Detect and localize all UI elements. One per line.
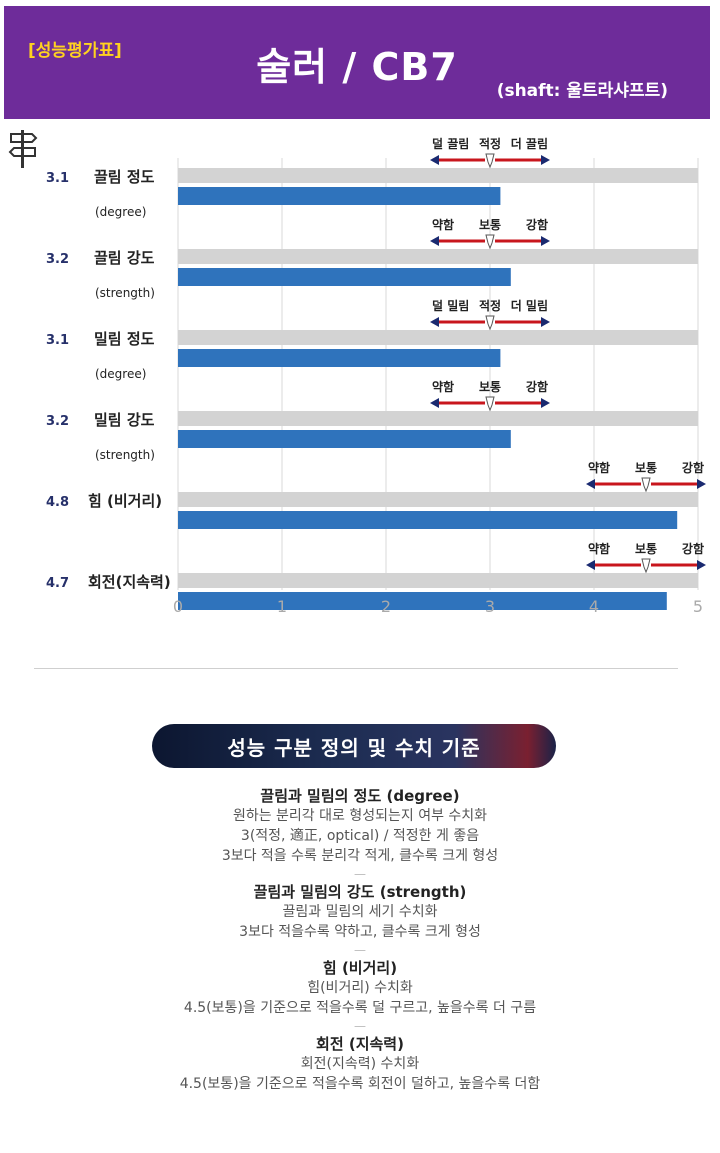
value-label: 4.7 <box>46 576 69 591</box>
arrow-head-right-icon <box>541 398 550 408</box>
arrow-head-left-icon <box>430 155 439 165</box>
value-bar <box>178 430 511 448</box>
value-label: 3.1 <box>46 333 69 348</box>
guide-label-high: 강함 <box>526 217 548 232</box>
track-bar <box>178 573 698 588</box>
arrow-head-left-icon <box>430 398 439 408</box>
definition-title: 끌림과 밀림의 정도 (degree) <box>260 787 460 805</box>
value-bar <box>178 187 501 205</box>
header-tag: [성능평가표] <box>28 41 122 61</box>
definition-title: 회전 (지속력) <box>316 1035 404 1053</box>
definition-line: 3보다 적을수록 약하고, 클수록 크게 형성 <box>239 924 481 940</box>
track-bar <box>178 492 698 507</box>
guide-label-mid: 적정 <box>479 136 501 151</box>
row-name: 밀림 강도 <box>94 411 155 429</box>
performance-chart: 3.1 끌림 정도 (degree) 덜 끌림 적정 더 끌림 3.2 끌림 강도 (stren… <box>0 120 720 640</box>
header-banner: [성능평가표] 술러 / CB7 (shaft: 울트라샤프트) <box>4 6 710 119</box>
definition-line: 회전(지속력) 수치화 <box>300 1056 420 1072</box>
definition-title: 힘 (비거리) <box>322 959 398 977</box>
definition-separator: — <box>354 943 366 957</box>
arrow-head-right-icon <box>541 155 550 165</box>
definitions: 끌림과 밀림의 정도 (degree) 원하는 분리각 대로 형성되는지 여부 … <box>0 786 720 1094</box>
header-subtitle: (shaft: 울트라샤프트) <box>496 81 668 101</box>
arrow-head-right-icon <box>541 317 550 327</box>
pin-icon <box>485 315 495 331</box>
page-title: 술러 / CB7 <box>256 45 458 89</box>
pin-icon <box>485 396 495 412</box>
value-bar <box>178 592 667 610</box>
arrow-head-left-icon <box>430 317 439 327</box>
value-label: 4.8 <box>46 495 69 510</box>
row-sub-label: (strength) <box>95 448 155 462</box>
value-bar <box>178 268 511 286</box>
definition-banner: 성능 구분 정의 및 수치 기준 <box>152 724 556 768</box>
guide-label-low: 약함 <box>432 217 454 232</box>
track-bar <box>178 411 698 426</box>
arrow-head-left-icon <box>586 479 595 489</box>
bar-chart: 3.1 끌림 정도(degree)덜 끌림 적정 더 끌림3.2 끌림 강도(stren… <box>46 136 706 616</box>
signpost-icon <box>8 130 38 168</box>
pin-icon <box>641 477 651 493</box>
track-bar <box>178 330 698 345</box>
value-bar <box>178 349 501 367</box>
definition-separator: — <box>354 867 366 881</box>
guide-label-low: 약함 <box>588 541 610 556</box>
arrow-head-left-icon <box>430 236 439 246</box>
row-name: 밀림 정도 <box>94 330 155 348</box>
guide-label-low: 덜 끌림 <box>432 137 469 151</box>
arrow-head-right-icon <box>541 236 550 246</box>
arrow-head-right-icon <box>697 479 706 489</box>
guide-label-low: 약함 <box>432 379 454 394</box>
guide-label-low: 덜 밀림 <box>432 299 469 313</box>
definition-line: 힘(비거리) 수치화 <box>307 980 413 996</box>
guide-label-mid: 보통 <box>479 379 501 394</box>
guide-label-high: 강함 <box>526 379 548 394</box>
x-tick-label: 1 <box>277 597 287 616</box>
section-divider <box>34 668 678 669</box>
pin-icon <box>641 558 651 574</box>
arrow-head-right-icon <box>697 560 706 570</box>
guide-label-mid: 보통 <box>479 217 501 232</box>
x-tick-label: 5 <box>693 597 703 616</box>
arrow-head-left-icon <box>586 560 595 570</box>
value-bar <box>178 511 678 529</box>
guide-label-low: 약함 <box>588 460 610 475</box>
definition-line: 4.5(보통)을 기준으로 적을수록 덜 구르고, 높을수록 더 구름 <box>183 1000 537 1016</box>
x-tick-label: 3 <box>485 597 495 616</box>
row-name: 힘 (비거리) <box>88 492 162 510</box>
definition-line: 4.5(보통)을 기준으로 적을수록 회전이 덜하고, 높을수록 더함 <box>179 1076 541 1092</box>
x-tick-label: 4 <box>589 597 599 616</box>
row-sub-label: (strength) <box>95 286 155 300</box>
guide-label-high: 더 끌림 <box>511 136 548 151</box>
definition-title: 끌림과 밀림의 강도 (strength) <box>253 883 467 901</box>
pin-icon <box>485 234 495 250</box>
row-name: 끌림 강도 <box>94 249 155 267</box>
guide-label-mid: 적정 <box>479 298 501 313</box>
x-tick-label: 2 <box>381 597 391 616</box>
value-label: 3.2 <box>46 252 69 267</box>
row-sub-label: (degree) <box>95 367 146 381</box>
definition-line: 3보다 적을 수록 분리각 적게, 클수록 크게 형성 <box>221 848 499 864</box>
guide-label-high: 강함 <box>682 541 704 556</box>
guide-label-mid: 보통 <box>635 460 657 475</box>
definition-separator: — <box>354 1019 366 1033</box>
pin-icon <box>485 153 495 169</box>
row-name: 회전(지속력) <box>88 573 171 591</box>
x-tick-label: 0 <box>173 597 183 616</box>
guide-label-mid: 보통 <box>635 541 657 556</box>
row-name: 끌림 정도 <box>94 168 155 186</box>
value-label: 3.2 <box>46 414 69 429</box>
row-sub-label: (degree) <box>95 205 146 219</box>
guide-label-high: 강함 <box>682 460 704 475</box>
value-label: 3.1 <box>46 171 69 186</box>
definition-line: 끌림과 밀림의 세기 수치화 <box>282 904 438 920</box>
track-bar <box>178 249 698 264</box>
track-bar <box>178 168 698 183</box>
definition-line: 원하는 분리각 대로 형성되는지 여부 수치화 <box>232 808 488 824</box>
guide-label-high: 더 밀림 <box>511 298 548 313</box>
definition-line: 3(적정, 適正, optical) / 적정한 게 좋음 <box>240 828 480 844</box>
